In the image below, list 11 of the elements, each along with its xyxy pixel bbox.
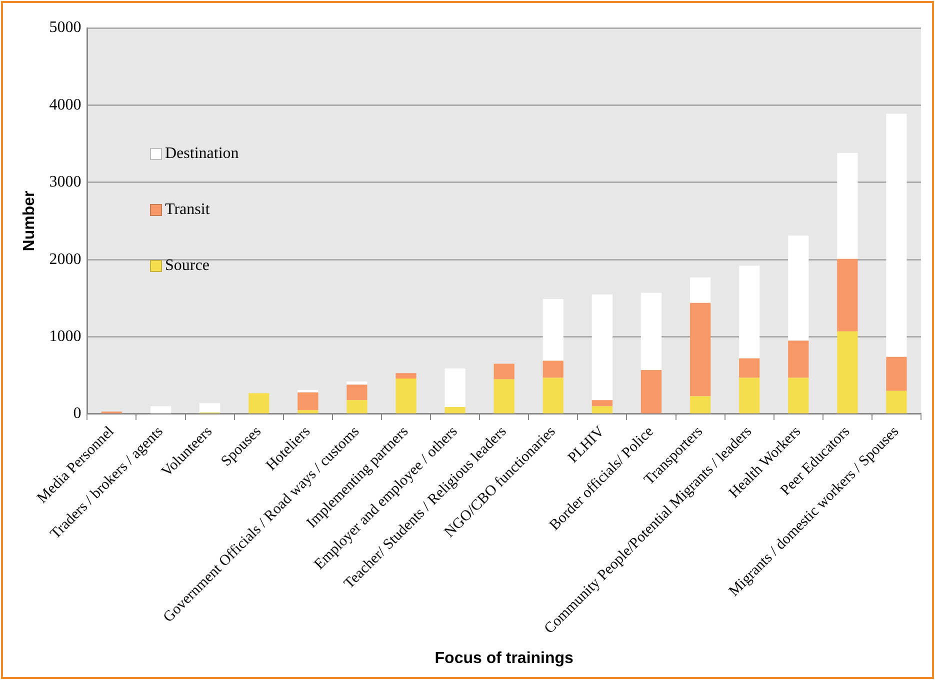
legend-label: Source	[165, 257, 210, 275]
y-tick-label: 5000	[49, 19, 82, 36]
x-axis-title: Focus of trainings	[434, 650, 574, 667]
legend-label: Transit	[165, 201, 210, 219]
y-tick-label: 4000	[49, 96, 82, 114]
y-axis-title: Number	[21, 190, 38, 252]
legend-label: Destination	[165, 145, 239, 163]
y-tick-label: 1000	[49, 328, 82, 345]
y-tick-label: 0	[73, 405, 82, 422]
y-tick-label: 3000	[49, 174, 82, 191]
y-tick-label: 2000	[49, 250, 82, 268]
